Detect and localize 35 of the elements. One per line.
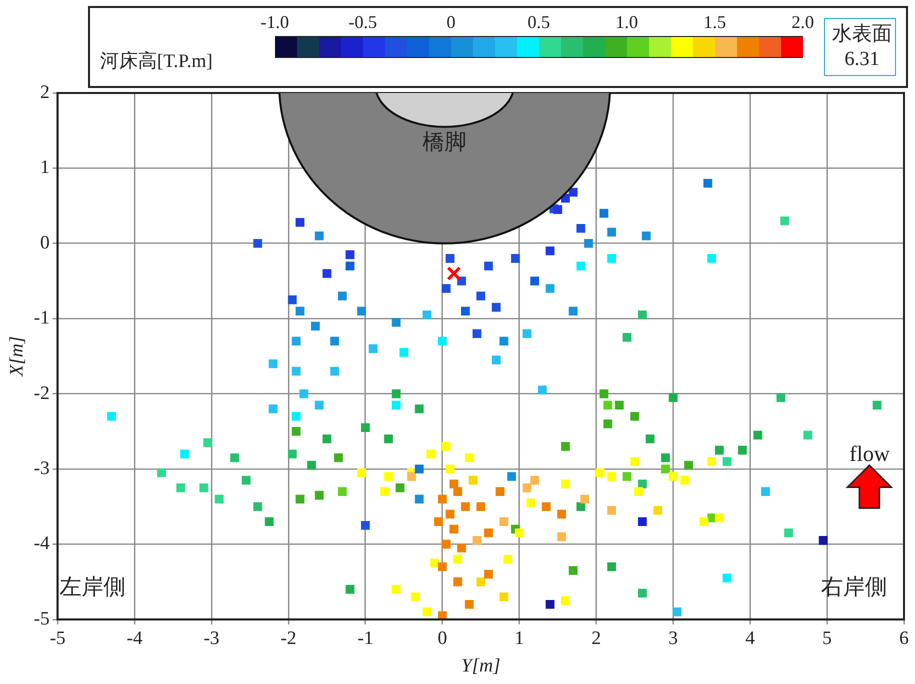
y-axis-title: X[m] bbox=[6, 336, 28, 378]
x-tick-label: 1 bbox=[514, 628, 524, 649]
y-tick-label: -5 bbox=[34, 608, 50, 630]
x-tick-label: 2 bbox=[591, 628, 601, 649]
color-bar-label: 0.5 bbox=[528, 12, 550, 33]
x-tick-label: -4 bbox=[126, 628, 143, 649]
y-tick-label: -2 bbox=[34, 382, 50, 404]
y-tick-label: 0 bbox=[40, 232, 50, 254]
text: 水表面 bbox=[832, 22, 892, 47]
color-bar-label: 0 bbox=[446, 12, 456, 33]
annotation: 左岸側 bbox=[59, 573, 126, 602]
x-tick-label: 3 bbox=[668, 628, 678, 649]
y-tick-label: -3 bbox=[34, 458, 50, 479]
annotation: 右岸側 bbox=[820, 573, 887, 602]
x-tick-label: -2 bbox=[280, 628, 296, 649]
color-bar-label: 1.0 bbox=[616, 12, 638, 33]
x-tick-label: -3 bbox=[204, 628, 220, 649]
x-tick-label: -1 bbox=[357, 628, 374, 649]
y-tick-label: -1 bbox=[34, 308, 50, 329]
x-tick-label: 6 bbox=[899, 628, 909, 649]
color-bar-label: -1.0 bbox=[260, 12, 289, 33]
color-bar-label: 2.0 bbox=[792, 12, 814, 33]
text: 6.31 bbox=[844, 48, 880, 71]
annotation: flow bbox=[849, 440, 890, 467]
x-tick-label: 5 bbox=[822, 628, 832, 649]
y-tick-label: -4 bbox=[34, 533, 50, 554]
color-bar-label: 1.5 bbox=[704, 12, 726, 33]
annotation: 橋脚 bbox=[422, 128, 467, 156]
color-bar-title: 河床高[T.P.m] bbox=[100, 50, 213, 74]
y-tick-label: 1 bbox=[40, 157, 50, 178]
x-tick-label: 4 bbox=[745, 628, 756, 649]
x-tick-label: 0 bbox=[438, 628, 448, 649]
y-tick-label: 2 bbox=[40, 82, 50, 103]
x-axis-title: Y[m] bbox=[461, 656, 500, 677]
color-bar-label: -0.5 bbox=[348, 12, 377, 33]
